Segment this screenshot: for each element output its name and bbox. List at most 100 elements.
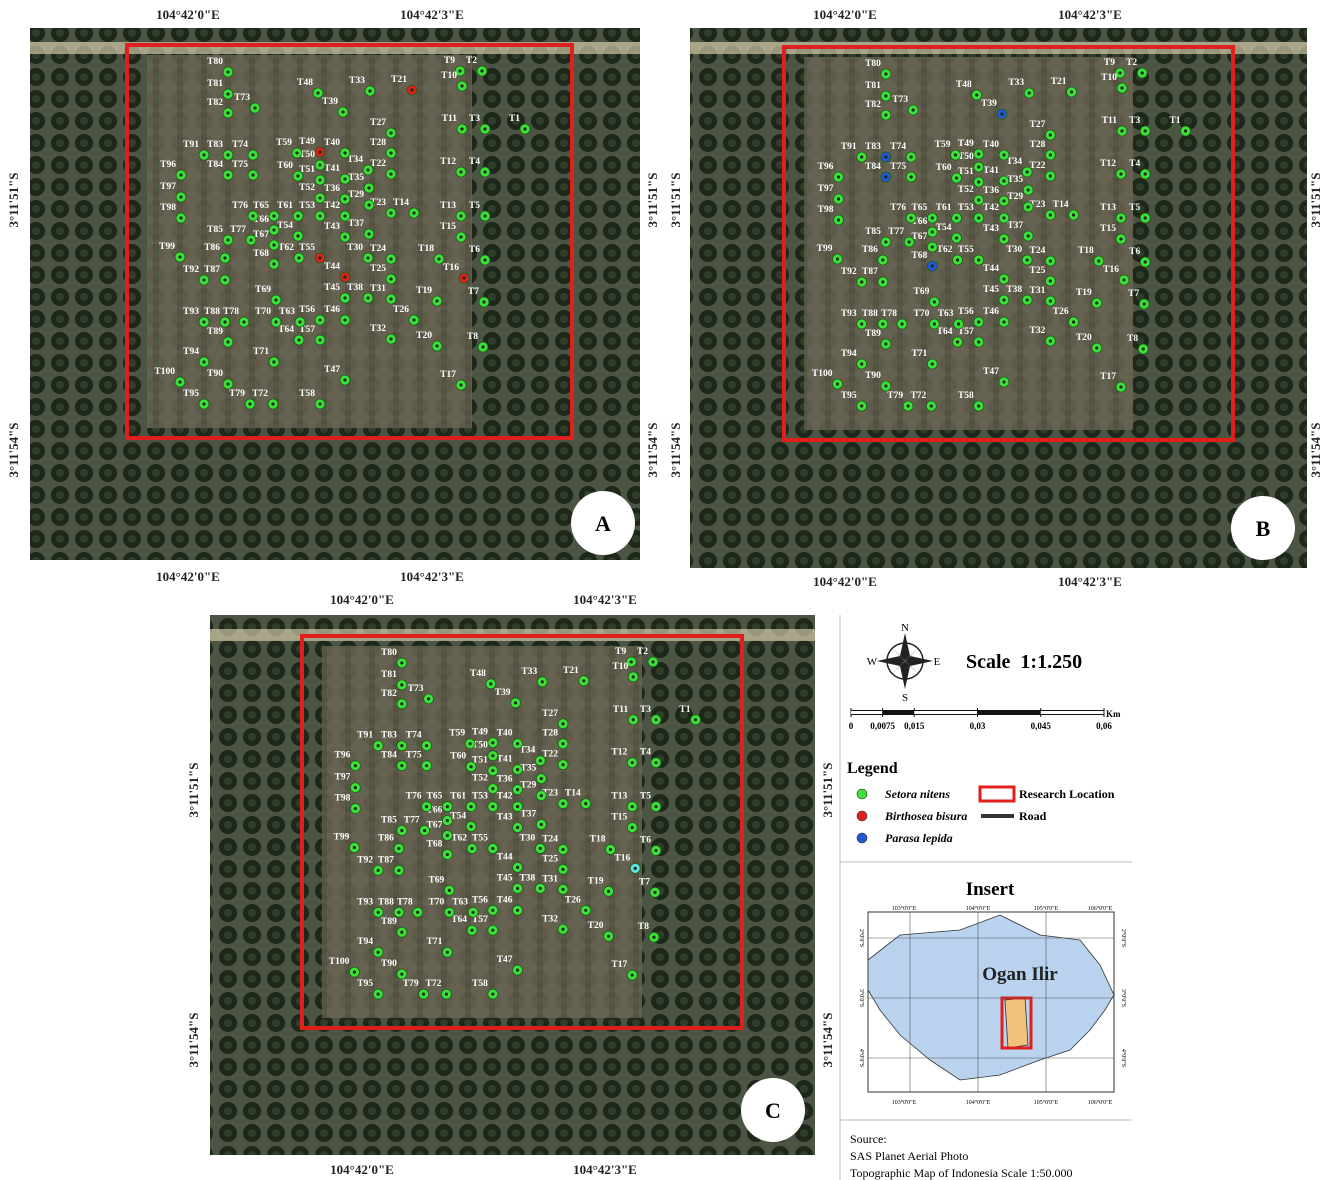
inset-lat: 3°0'0"S — [858, 989, 865, 1007]
tree-marker-center — [955, 216, 958, 219]
tree-marker-center — [516, 742, 519, 745]
tree-marker-center — [1120, 86, 1123, 89]
tree-label: T1 — [679, 705, 690, 715]
tree-label: T82 — [381, 689, 397, 699]
tree-label: T7 — [1128, 289, 1139, 299]
legend-swatch — [857, 811, 867, 821]
tree-label: T95 — [183, 389, 199, 399]
tree-label: T13 — [611, 792, 627, 802]
tree-label: T72 — [252, 389, 268, 399]
tree-marker-center — [654, 849, 657, 852]
tree-label: T95 — [357, 979, 373, 989]
tree-label: T64 — [278, 325, 294, 335]
scale-segment — [914, 711, 977, 714]
tree-label: T72 — [426, 979, 442, 989]
tree-label: T11 — [1102, 116, 1118, 126]
inset-lat: 4°0'0"S — [858, 1049, 865, 1067]
tree-label: T28 — [1030, 140, 1046, 150]
tree-marker-center — [422, 992, 425, 995]
inset-lat: 2°0'0"S — [1120, 929, 1127, 947]
tree-label: T24 — [542, 834, 558, 844]
tree-marker-center — [1002, 277, 1005, 280]
tree-label: T99 — [159, 242, 175, 252]
tree-marker-center — [389, 257, 392, 260]
tree-label: T26 — [393, 305, 409, 315]
tree-label: T84 — [207, 160, 223, 170]
tree-marker-center — [223, 320, 226, 323]
scale-label: 0,015 — [904, 721, 925, 731]
tree-label: T93 — [183, 307, 199, 317]
tree-marker-center — [295, 151, 298, 154]
tree-label: T20 — [588, 921, 604, 931]
tree-label: T34 — [347, 155, 363, 165]
tree-label: T56 — [472, 895, 488, 905]
tree-marker-center — [489, 682, 492, 685]
tree-marker-center — [561, 763, 564, 766]
tree-label: T54 — [277, 221, 293, 231]
tree-label: T60 — [450, 752, 466, 762]
tree-marker-center — [491, 805, 494, 808]
tree-marker-center — [654, 718, 657, 721]
tree-label: T91 — [841, 142, 857, 152]
tree-label: T20 — [1076, 333, 1092, 343]
tree-label: T5 — [1129, 203, 1140, 213]
tree-marker-center — [389, 151, 392, 154]
tree-label: T18 — [590, 834, 606, 844]
tree-marker-center — [1144, 129, 1147, 132]
tree-marker-center — [318, 338, 321, 341]
tree-marker-center — [1002, 199, 1005, 202]
lon-label: 104°42'0"E — [330, 592, 394, 607]
tree-label: T11 — [613, 705, 629, 715]
scale-label: 0,0075 — [870, 721, 895, 731]
tree-marker-center — [318, 178, 321, 181]
lat-label: 3°11'51"S — [668, 172, 683, 227]
tree-marker-center — [353, 846, 356, 849]
tree-marker-center — [397, 869, 400, 872]
tree-label: T97 — [160, 182, 176, 192]
tree-marker-center — [1002, 320, 1005, 323]
tree-marker-center — [1027, 188, 1030, 191]
tree-label: T59 — [449, 729, 465, 739]
tree-marker-center — [483, 127, 486, 130]
tree-label: T63 — [938, 309, 954, 319]
tree-marker-center — [632, 718, 635, 721]
tree-marker-center — [1119, 237, 1122, 240]
tree-label: T58 — [299, 389, 315, 399]
lon-label: 104°42'3"E — [1058, 574, 1122, 589]
tree-marker-center — [491, 909, 494, 912]
tree-marker-center — [977, 320, 980, 323]
tree-marker-center — [400, 931, 403, 934]
tree-label: T37 — [1007, 221, 1023, 231]
tree-label: T11 — [442, 114, 458, 124]
tree-label: T74 — [232, 140, 248, 150]
tree-marker-center — [516, 826, 519, 829]
lat-label: 3°11'54"S — [6, 422, 21, 477]
tree-marker-center — [354, 764, 357, 767]
tree-marker-center — [226, 340, 229, 343]
tree-marker-center — [561, 742, 564, 745]
tree-marker-center — [343, 197, 346, 200]
tree-marker-center — [1144, 260, 1147, 263]
tree-marker-center — [955, 176, 958, 179]
tree-label: T8 — [1127, 334, 1138, 344]
tree-label: T9 — [615, 647, 626, 657]
tree-label: T71 — [911, 349, 927, 359]
tree-label: T45 — [983, 285, 999, 295]
tree-label: T27 — [370, 118, 386, 128]
tree-label: T13 — [440, 201, 456, 211]
tree-marker-center — [377, 992, 380, 995]
tree-label: T87 — [378, 855, 394, 865]
tree-marker-center — [584, 909, 587, 912]
tree-label: T91 — [357, 731, 373, 741]
tree-label: T75 — [232, 160, 248, 170]
tree-label: T64 — [451, 915, 467, 925]
tree-marker-center — [977, 180, 980, 183]
scale-text: Scale 1:1.250 — [966, 651, 1082, 673]
tree-label: T47 — [324, 365, 340, 375]
lat-label: 3°11'54"S — [1308, 422, 1323, 477]
lat-label: 3°11'51"S — [186, 762, 201, 817]
tree-marker-center — [1002, 298, 1005, 301]
inset-lon: 103°0'0"E — [892, 905, 917, 912]
tree-marker-center — [956, 340, 959, 343]
tree-label: T12 — [1100, 159, 1116, 169]
